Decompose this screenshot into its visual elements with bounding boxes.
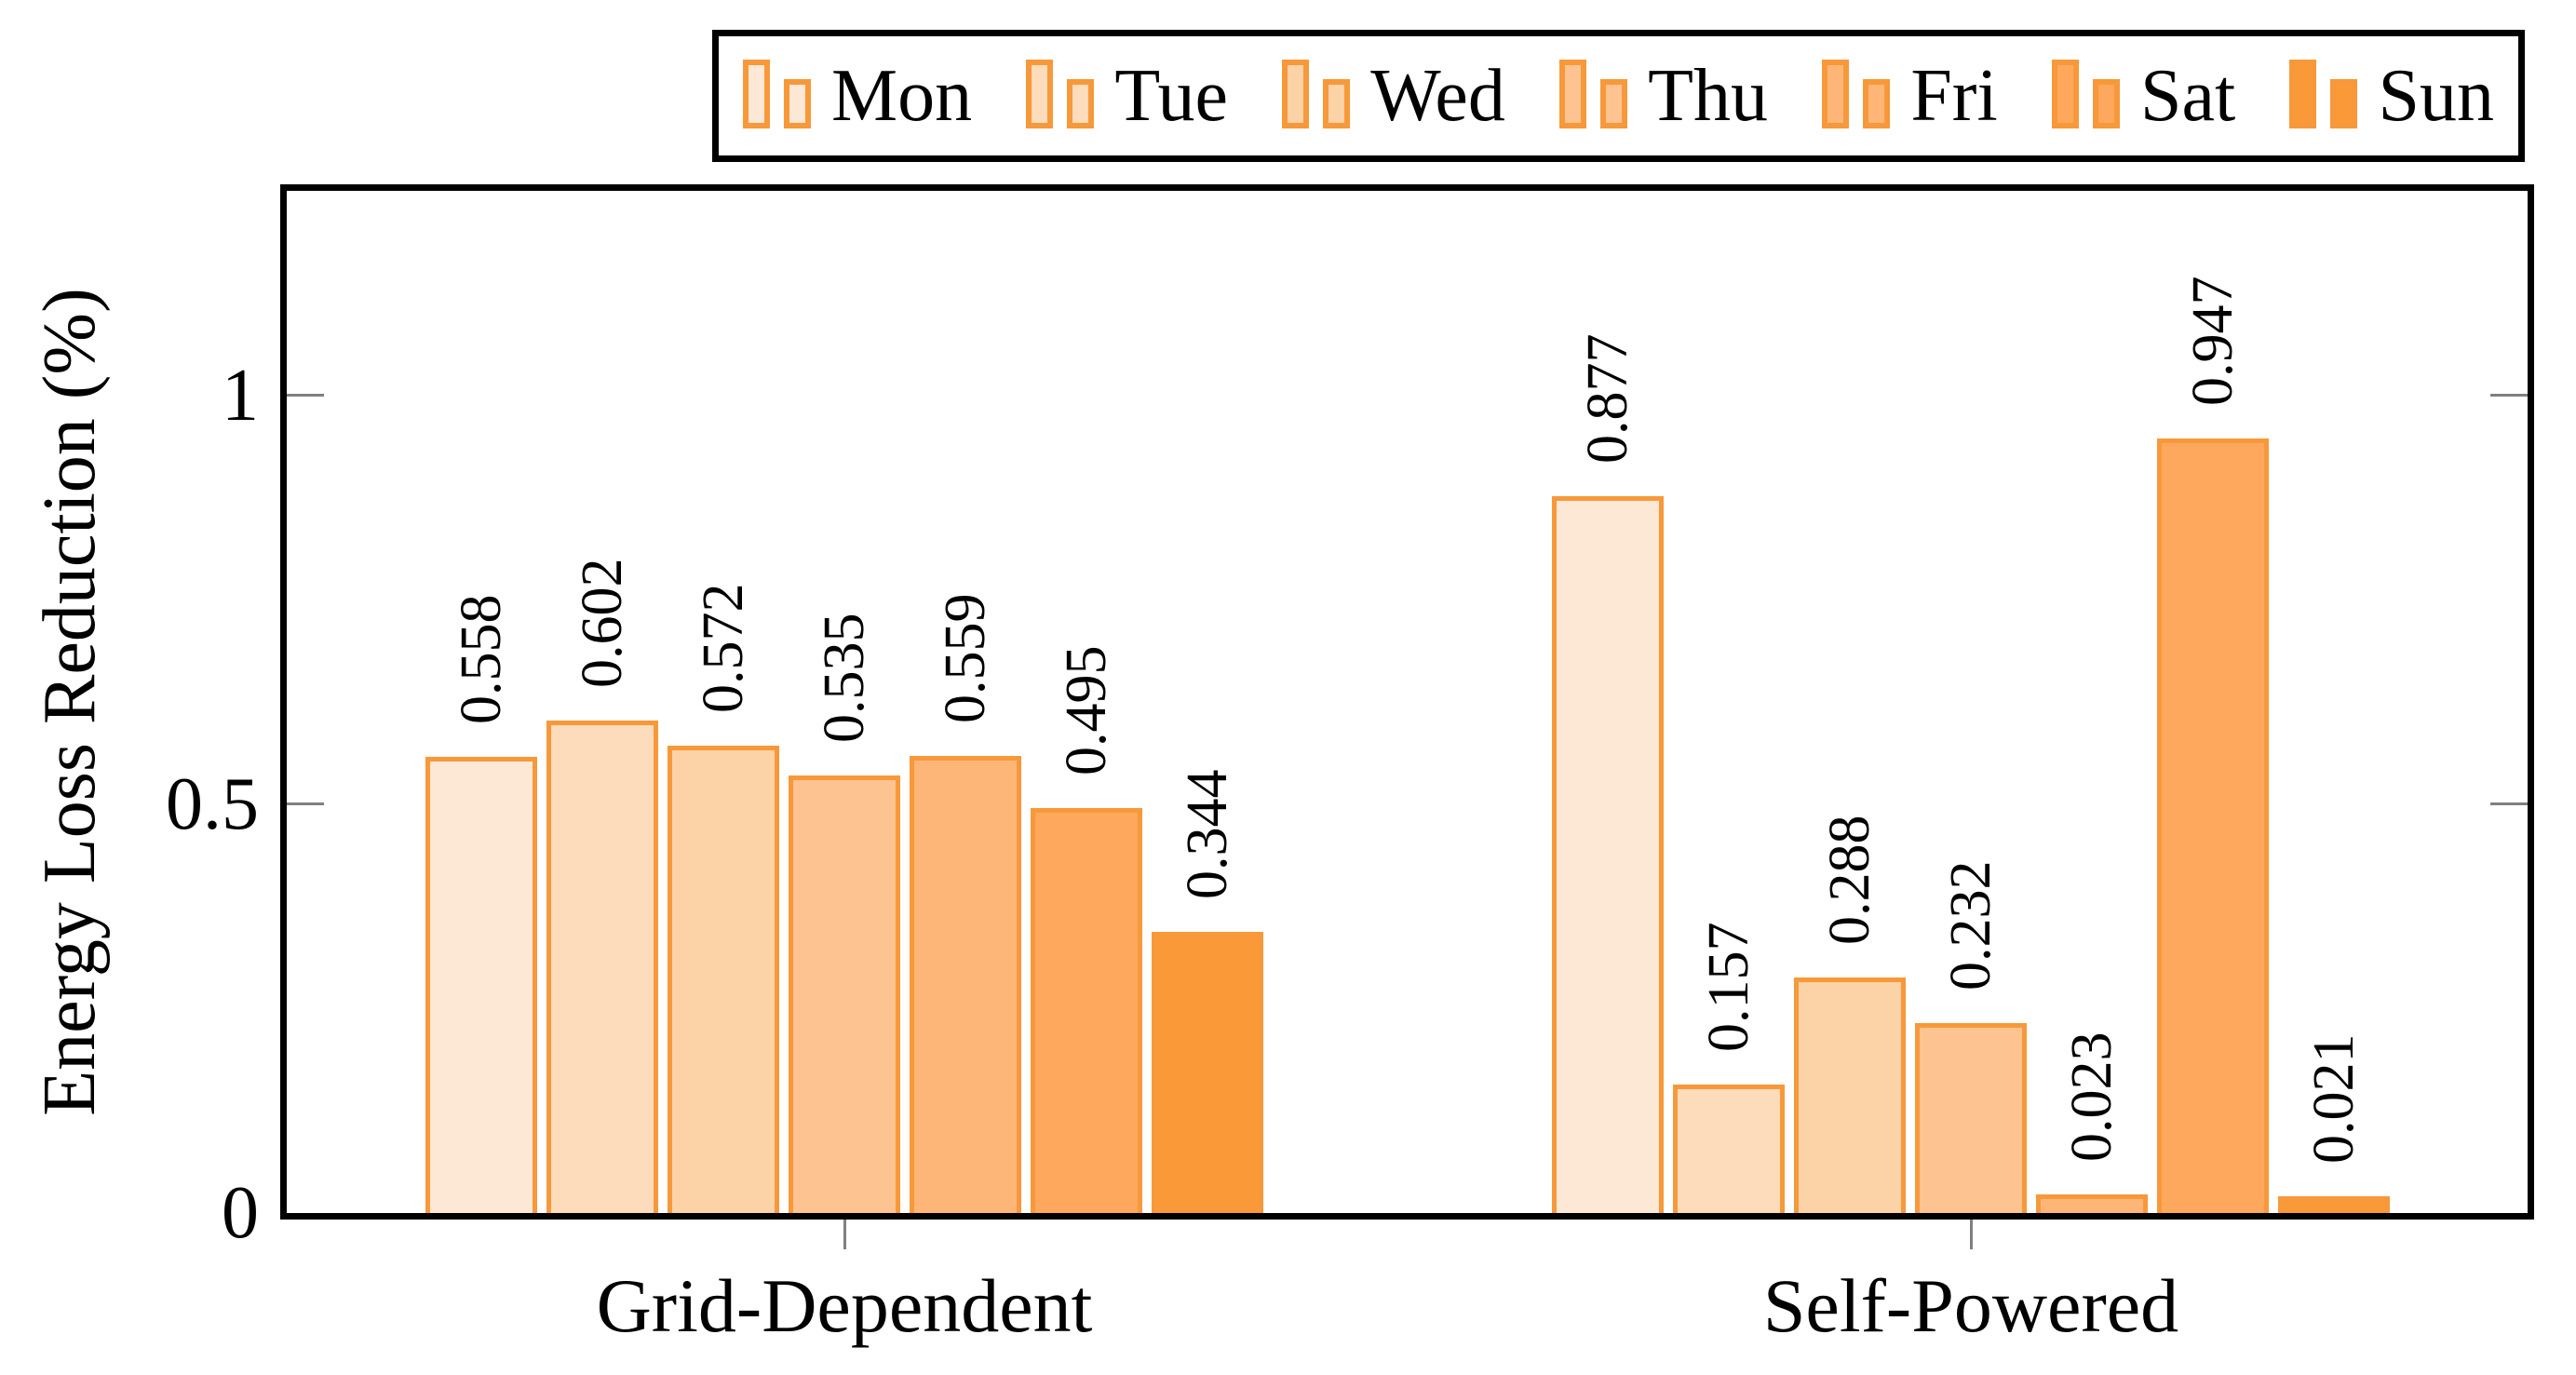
bar-value-label: 0.344 bbox=[1176, 769, 1239, 899]
bar-value-label: 0.021 bbox=[2302, 1033, 2366, 1164]
legend: Mon Tue Wed Thu Fri Sat Sun bbox=[712, 30, 2525, 162]
x-tick-mark bbox=[1969, 1220, 1973, 1249]
legend-marker-short-bar-icon bbox=[1323, 79, 1351, 128]
bar bbox=[668, 745, 779, 1213]
legend-entry: Mon bbox=[743, 49, 972, 142]
legend-label: Sat bbox=[2139, 55, 2236, 137]
legend-marker bbox=[1559, 58, 1628, 128]
bar bbox=[910, 755, 1021, 1213]
bar-value-label: 0.558 bbox=[450, 594, 513, 724]
legend-label: Sun bbox=[2378, 55, 2494, 137]
bar-value-label: 0.288 bbox=[1818, 815, 1881, 946]
legend-marker-short-bar-icon bbox=[2092, 79, 2120, 128]
legend-label: Tue bbox=[1114, 55, 1228, 137]
x-tick-mark bbox=[843, 1220, 846, 1249]
legend-marker-short-bar-icon bbox=[784, 79, 811, 128]
bar bbox=[1031, 808, 1142, 1213]
bar bbox=[1152, 931, 1263, 1213]
legend-marker-tall-bar-icon bbox=[2289, 60, 2317, 128]
bar-value-label: 0.877 bbox=[1576, 333, 1639, 464]
bar bbox=[1552, 495, 1664, 1213]
legend-marker bbox=[1026, 58, 1095, 128]
bar bbox=[546, 721, 658, 1213]
x-category-label: Grid-Dependent bbox=[596, 1263, 1093, 1348]
legend-marker bbox=[1822, 58, 1891, 128]
legend-marker-short-bar-icon bbox=[1600, 79, 1628, 128]
legend-entry: Wed bbox=[1282, 49, 1505, 142]
bar bbox=[1915, 1023, 2027, 1213]
legend-marker-tall-bar-icon bbox=[1026, 60, 1054, 128]
bar bbox=[2157, 438, 2269, 1213]
legend-marker-tall-bar-icon bbox=[1282, 60, 1310, 128]
bar bbox=[789, 775, 900, 1213]
y-tick-mark bbox=[2490, 394, 2528, 398]
bar-value-label: 0.157 bbox=[1697, 922, 1760, 1053]
legend-entry: Sun bbox=[2289, 49, 2494, 142]
y-tick-mark bbox=[287, 802, 324, 806]
legend-entry: Fri bbox=[1822, 49, 1998, 142]
bar-value-label: 0.947 bbox=[2181, 276, 2245, 407]
legend-label: Thu bbox=[1648, 55, 1769, 137]
bar bbox=[1794, 977, 1906, 1213]
bar bbox=[2036, 1193, 2148, 1213]
y-tick-label: 0.5 bbox=[166, 762, 259, 845]
legend-marker-tall-bar-icon bbox=[743, 60, 770, 128]
legend-label: Fri bbox=[1910, 55, 1998, 137]
bar-value-label: 0.232 bbox=[1939, 860, 2003, 991]
bar-value-label: 0.559 bbox=[934, 593, 997, 723]
bar bbox=[425, 756, 537, 1213]
legend-marker-tall-bar-icon bbox=[1559, 60, 1587, 128]
legend-marker bbox=[2051, 58, 2120, 128]
plot-area: 0.558 0.602 0.572 0.535 0.559 0.495 0.344 0.877… bbox=[280, 184, 2534, 1249]
y-tick-mark bbox=[2490, 802, 2528, 806]
bar bbox=[1673, 1085, 1785, 1213]
legend-entry: Tue bbox=[1026, 49, 1228, 142]
legend-entry: Thu bbox=[1559, 49, 1768, 142]
bar-value-label: 0.602 bbox=[571, 558, 634, 689]
legend-marker-short-bar-icon bbox=[2330, 79, 2358, 128]
bar-value-label: 0.495 bbox=[1055, 645, 1118, 776]
bar bbox=[2278, 1195, 2390, 1213]
bar-value-label: 0.023 bbox=[2060, 1031, 2124, 1162]
legend-marker bbox=[2289, 58, 2358, 128]
legend-marker bbox=[1282, 58, 1351, 128]
legend-label: Mon bbox=[831, 55, 973, 137]
bar-value-label: 0.572 bbox=[692, 583, 755, 713]
legend-label: Wed bbox=[1370, 55, 1505, 137]
y-tick-label: 0 bbox=[222, 1172, 259, 1254]
legend-marker-short-bar-icon bbox=[1067, 79, 1095, 128]
legend-marker bbox=[743, 58, 811, 128]
y-axis-title: Energy Loss Reduction (%) bbox=[29, 288, 111, 1116]
legend-entry: Sat bbox=[2051, 49, 2236, 142]
legend-marker-tall-bar-icon bbox=[2051, 60, 2079, 128]
y-tick-mark bbox=[287, 394, 324, 398]
legend-marker-short-bar-icon bbox=[1863, 79, 1891, 128]
x-category-label: Self-Powered bbox=[1762, 1263, 2179, 1348]
legend-marker-tall-bar-icon bbox=[1822, 60, 1850, 128]
bar-value-label: 0.535 bbox=[813, 613, 876, 744]
y-tick-label: 1 bbox=[222, 354, 259, 437]
